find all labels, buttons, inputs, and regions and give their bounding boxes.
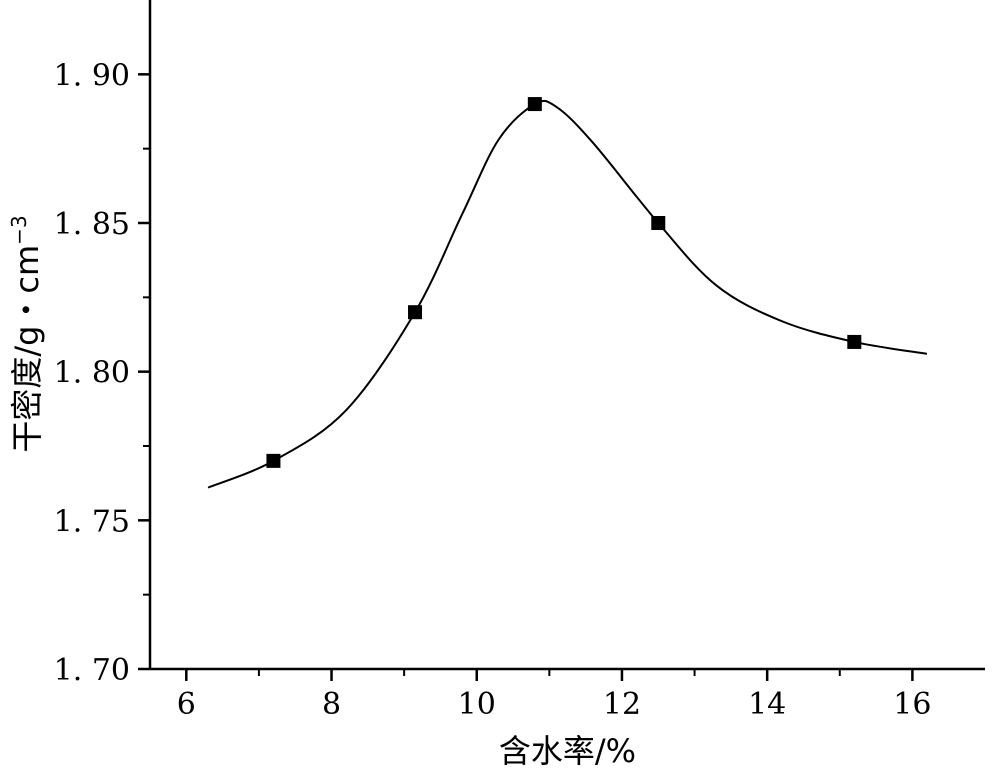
y-axis-title-main: 干密度/g・cm [8,245,46,453]
data-point-marker [847,334,862,349]
axes [148,0,985,671]
x-tick-label: 14 [748,687,786,722]
y-axis-title-group: 干密度/g・cm−3 [7,215,46,452]
data-point-marker [408,305,423,320]
x-tick-label: 16 [893,687,931,722]
y-tick-label: 1. 90 [54,58,130,93]
x-tick-label: 12 [603,687,641,722]
y-axis-title: 干密度/g・cm−3 [7,215,46,452]
data-point-marker [527,97,542,112]
y-tick-label: 1. 85 [54,207,130,242]
fit-curve [207,99,928,489]
x-tick-label: 8 [322,687,341,722]
x-tick-label: 10 [458,687,496,722]
ticks [138,73,914,681]
y-tick-label: 1. 75 [54,504,130,539]
data-markers [266,97,862,468]
tick-labels: 6 8 10 12 14 16 1. 70 1. 75 1. 80 1. 85 1. 90 [54,58,932,722]
x-tick-label: 6 [177,687,196,722]
data-point-marker [651,216,666,230]
y-tick-label: 1. 80 [54,356,130,391]
data-point-marker [266,453,281,468]
x-axis-title: 含水率/% [499,732,636,770]
y-tick-label: 1. 70 [54,653,130,688]
y-axis-title-superscript: −3 [7,215,31,244]
